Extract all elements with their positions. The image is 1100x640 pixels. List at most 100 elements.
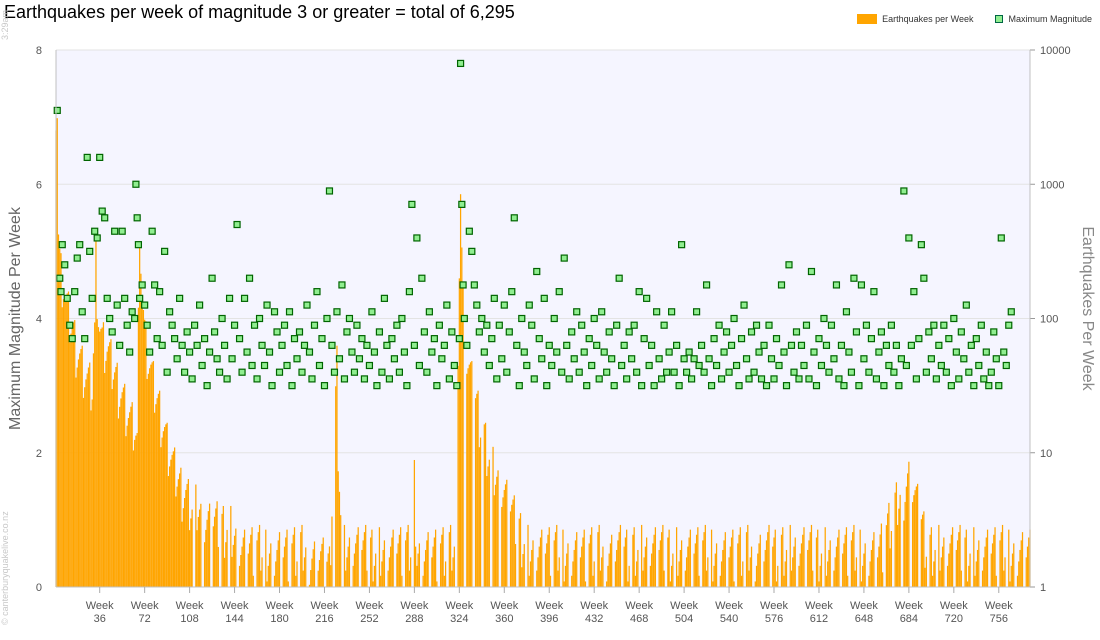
earthquake-count-bar	[623, 546, 625, 587]
max-magnitude-point	[415, 361, 423, 370]
max-magnitude-point	[628, 355, 636, 363]
earthquake-count-bar	[662, 524, 664, 587]
max-magnitude-point	[440, 341, 448, 349]
earthquake-count-bar	[160, 447, 162, 587]
earthquake-count-bar	[633, 527, 635, 587]
max-magnitude-point	[530, 375, 538, 383]
earthquake-count-bar	[61, 307, 63, 587]
earthquake-count-bar	[536, 570, 538, 587]
earthquake-count-bar	[646, 537, 648, 587]
max-magnitude-point	[855, 382, 863, 390]
earthquake-count-bar	[273, 575, 276, 587]
earthquake-count-bar	[250, 534, 252, 587]
earthquake-count-bar	[130, 406, 132, 587]
earthquake-count-bar	[941, 546, 944, 587]
x-tick-prefix: Week	[985, 600, 1013, 612]
earthquake-count-bar	[838, 529, 840, 587]
earthquake-count-bar	[984, 546, 986, 587]
max-magnitude-point	[405, 288, 413, 296]
max-magnitude-point	[453, 382, 461, 390]
earthquake-count-bar	[72, 322, 75, 587]
max-magnitude-point	[797, 341, 806, 349]
earthquake-count-bar	[943, 537, 945, 587]
earthquake-count-bar	[248, 543, 251, 587]
earthquake-count-bar	[946, 565, 949, 587]
max-magnitude-point	[605, 328, 613, 336]
max-magnitude-point	[515, 382, 523, 390]
max-magnitude-point	[857, 281, 866, 289]
earthquake-count-bar	[506, 479, 508, 587]
earthquake-count-bar	[169, 466, 171, 587]
earthquake-count-bar	[100, 328, 102, 587]
max-magnitude-point	[305, 348, 314, 356]
earthquake-count-bar	[890, 531, 893, 587]
earthquake-count-bar	[186, 483, 188, 587]
earthquake-count-bar	[969, 553, 971, 587]
max-magnitude-point	[780, 348, 788, 356]
earthquake-count-bar	[355, 543, 357, 587]
max-magnitude-point	[687, 375, 696, 383]
max-magnitude-point	[930, 321, 938, 329]
max-magnitude-point	[905, 234, 913, 242]
earthquake-count-bar	[154, 412, 156, 587]
earthquake-count-bar	[400, 527, 402, 587]
earthquake-count-bar	[144, 319, 146, 587]
earthquake-count-bar	[436, 581, 438, 587]
max-magnitude-point	[473, 301, 481, 309]
x-tick-prefix: Week	[580, 600, 608, 612]
earthquake-count-bar	[785, 549, 788, 587]
max-magnitude-point	[435, 321, 443, 329]
earthquake-count-bar	[182, 508, 184, 587]
earthquake-count-bar	[101, 327, 103, 587]
earthquake-count-bar	[985, 537, 987, 587]
earthquake-count-bar	[312, 549, 314, 587]
max-magnitude-point	[678, 241, 686, 249]
max-magnitude-point	[365, 361, 374, 370]
max-magnitude-point	[787, 341, 796, 349]
max-magnitude-point	[593, 341, 601, 349]
earthquake-count-bar	[127, 418, 130, 587]
earthquake-count-bar	[157, 393, 160, 587]
earthquake-count-bar	[423, 561, 425, 587]
earthquake-count-bar	[1001, 524, 1004, 587]
max-magnitude-point	[113, 301, 121, 309]
earthquake-count-bar	[714, 553, 716, 587]
earthquake-count-bar	[348, 537, 351, 587]
max-magnitude-point	[328, 341, 336, 349]
earthquake-count-bar	[476, 393, 478, 587]
max-magnitude-point	[470, 281, 478, 289]
max-magnitude-point	[850, 274, 858, 282]
earthquake-count-bar	[258, 524, 261, 587]
max-magnitude-point	[608, 355, 616, 363]
earthquake-count-bar	[887, 513, 889, 587]
earthquake-count-bar	[879, 534, 881, 587]
earthquake-count-bar	[940, 557, 942, 587]
earthquake-count-bar	[986, 529, 989, 587]
max-magnitude-point	[238, 368, 246, 376]
earthquake-count-bar	[321, 543, 323, 587]
max-magnitude-point	[747, 328, 756, 336]
earthquake-count-bar	[468, 364, 470, 587]
max-magnitude-point	[350, 368, 359, 376]
earthquake-count-bar	[860, 581, 863, 587]
earthquake-count-bar	[302, 570, 304, 587]
max-magnitude-point	[977, 321, 985, 329]
x-tick-prefix: Week	[625, 600, 653, 612]
earthquake-count-bar	[649, 565, 652, 587]
earthquake-count-bar	[300, 532, 302, 587]
max-magnitude-point	[598, 308, 606, 316]
max-magnitude-point	[56, 274, 64, 282]
earthquake-count-bar	[317, 570, 319, 587]
max-magnitude-point	[275, 368, 284, 376]
max-magnitude-point	[955, 375, 963, 383]
max-magnitude-point	[268, 382, 276, 390]
max-magnitude-point	[623, 375, 631, 383]
earthquake-count-bar	[363, 532, 366, 587]
max-magnitude-point	[433, 382, 441, 390]
earthquake-count-bar	[76, 367, 78, 587]
earthquake-count-bar	[680, 540, 683, 587]
max-magnitude-point	[822, 341, 831, 349]
earthquake-count-bar	[152, 361, 155, 587]
max-magnitude-point	[116, 341, 124, 349]
earthquake-count-bar	[870, 549, 873, 587]
